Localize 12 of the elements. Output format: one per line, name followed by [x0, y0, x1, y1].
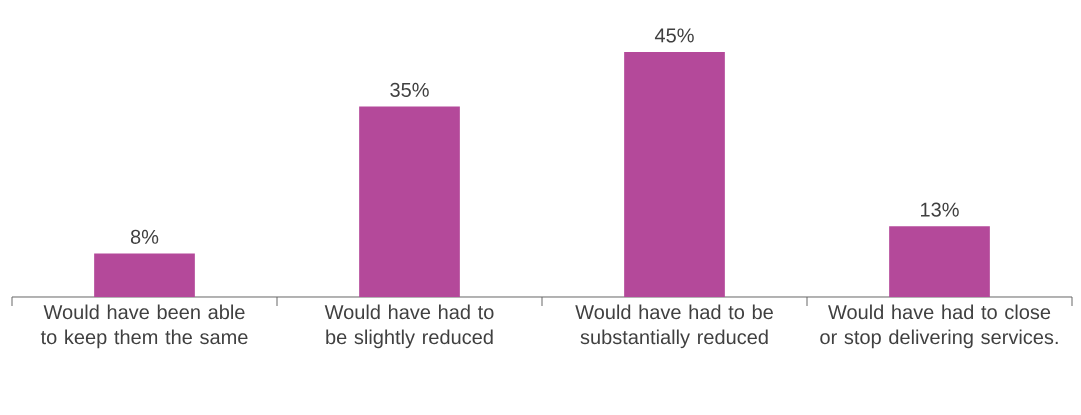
bar — [359, 106, 460, 297]
data-label: 45% — [654, 28, 694, 43]
x-tick-label: Would have had to be substantially reduced — [575, 304, 773, 349]
x-tick-label: Would have had to be slightly reduced — [324, 304, 494, 349]
bar — [624, 52, 725, 297]
bar — [889, 226, 990, 297]
data-label: 35% — [390, 82, 429, 97]
x-tick-label: Would have been able to keep them the same — [40, 304, 248, 349]
bar — [94, 253, 195, 297]
x-tick-label: Would have had to close or stop delivering services. — [820, 304, 1058, 349]
data-label: 8% — [130, 229, 159, 244]
data-label: 13% — [921, 202, 959, 217]
